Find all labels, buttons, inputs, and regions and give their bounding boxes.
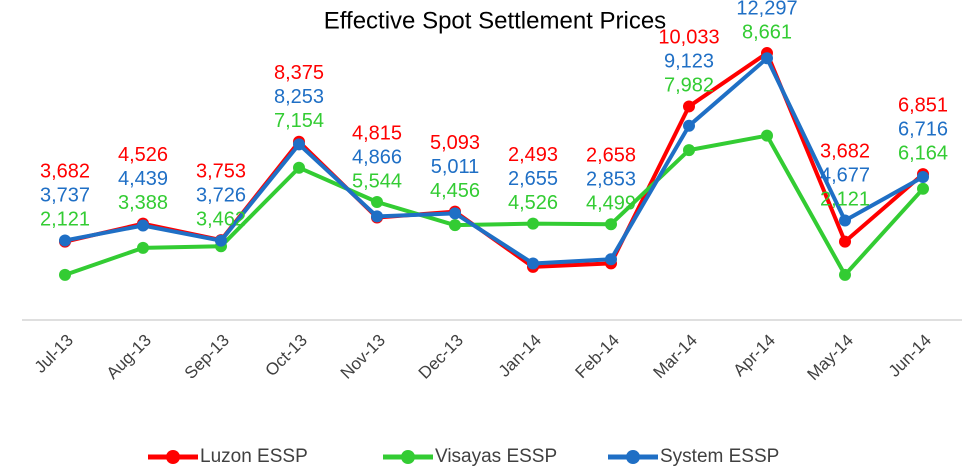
- marker: [293, 138, 305, 151]
- legend-label: Luzon ESSP: [200, 446, 308, 467]
- data-label: 5,011: [431, 156, 480, 178]
- data-label: 3,682: [40, 161, 90, 183]
- marker: [371, 195, 383, 208]
- data-label: 3,682: [820, 141, 870, 163]
- legend-marker: [626, 450, 640, 464]
- marker: [137, 219, 149, 232]
- data-label: 2,655: [508, 168, 558, 190]
- chart-title: Effective Spot Settlement Prices: [324, 7, 666, 34]
- marker: [449, 207, 461, 220]
- data-label: 2,853: [586, 169, 636, 191]
- x-tick-label: Dec-13: [415, 331, 467, 383]
- x-tick-label: Feb-14: [571, 331, 623, 383]
- x-tick-label: Apr-14: [729, 331, 779, 381]
- data-label: 8,661: [742, 21, 792, 43]
- data-label: 8,375: [274, 62, 324, 84]
- data-label: 4,526: [508, 192, 558, 214]
- data-label: 10,033: [658, 27, 719, 49]
- marker: [761, 52, 773, 65]
- marker: [293, 161, 305, 174]
- data-label: 2,658: [586, 145, 636, 167]
- data-label: 4,439: [118, 168, 168, 190]
- data-label: 8,253: [274, 86, 324, 108]
- data-label: 4,526: [118, 144, 168, 166]
- data-label: 2,121: [820, 189, 870, 211]
- marker: [917, 182, 929, 195]
- marker: [683, 144, 695, 157]
- data-label: 5,093: [430, 132, 480, 154]
- marker: [839, 214, 851, 227]
- marker: [761, 129, 773, 142]
- data-label: 9,123: [664, 51, 714, 73]
- marker: [215, 234, 227, 247]
- x-tick-label: Sep-13: [181, 331, 233, 383]
- data-label: 4,677: [820, 165, 870, 187]
- marker: [449, 219, 461, 232]
- x-tick-label: Jun-14: [885, 331, 935, 381]
- x-tick-label: Mar-14: [649, 331, 701, 383]
- x-tick-label: Nov-13: [337, 331, 389, 383]
- data-label: 3,753: [196, 160, 246, 182]
- series-line: [64, 133, 925, 277]
- x-tick-label: Oct-13: [261, 331, 311, 381]
- marker: [917, 171, 929, 184]
- x-tick-label: Jul-13: [31, 331, 77, 377]
- x-tick-label: Aug-13: [103, 331, 155, 383]
- marker: [137, 241, 149, 254]
- marker: [683, 100, 695, 113]
- data-label: 3,388: [118, 192, 168, 214]
- data-label: 3,462: [196, 208, 246, 230]
- data-label: 4,866: [352, 146, 402, 168]
- marker: [839, 235, 851, 248]
- data-label: 6,716: [898, 118, 948, 140]
- legend-marker: [166, 450, 180, 464]
- marker: [839, 268, 851, 281]
- data-label: 2,493: [508, 144, 558, 166]
- data-label: 12,297: [736, 0, 797, 19]
- data-label: 4,815: [352, 122, 402, 144]
- marker: [605, 253, 617, 266]
- legend-marker: [401, 450, 415, 464]
- x-tick-label: May-14: [803, 331, 857, 385]
- data-label: 4,499: [586, 193, 636, 215]
- marker: [683, 119, 695, 132]
- data-label: 3,737: [40, 185, 90, 207]
- marker: [605, 218, 617, 231]
- data-label: 7,982: [664, 75, 714, 97]
- data-label: 6,164: [898, 142, 948, 164]
- marker: [527, 217, 539, 230]
- legend-label: System ESSP: [660, 446, 779, 467]
- data-label: 7,154: [274, 110, 324, 132]
- marker: [59, 268, 71, 281]
- marker: [527, 257, 539, 270]
- x-tick-label: Jan-14: [495, 331, 545, 381]
- data-label: 2,121: [40, 209, 90, 231]
- data-label: 5,544: [352, 170, 402, 192]
- legend-label: Visayas ESSP: [435, 446, 557, 467]
- marker: [371, 210, 383, 223]
- data-label: 6,851: [898, 94, 948, 116]
- series-line: [64, 56, 924, 266]
- data-label: 4,456: [430, 180, 480, 202]
- data-label: 3,726: [196, 184, 246, 206]
- marker: [59, 234, 71, 247]
